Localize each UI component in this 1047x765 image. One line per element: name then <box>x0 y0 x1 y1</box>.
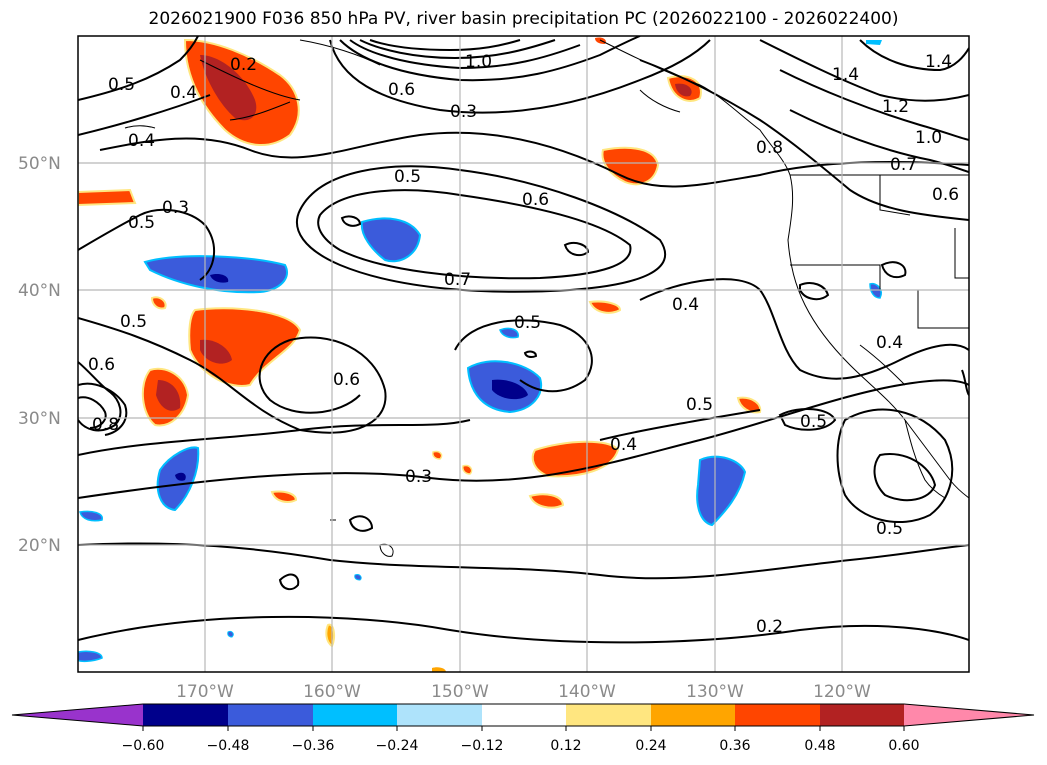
contour-label: 0.5 <box>514 313 541 333</box>
lon-label: 160°W <box>303 682 361 702</box>
lon-label: 120°W <box>813 682 871 702</box>
colorbar-segment <box>482 704 566 726</box>
contour-label: 0.2 <box>756 617 783 637</box>
colorbar-tick-label: 0.12 <box>550 738 581 754</box>
colorbar-tick-label: −0.60 <box>122 738 165 754</box>
graticule <box>78 36 969 672</box>
contour-label: 0.6 <box>88 355 115 375</box>
contour-label: 0.5 <box>876 519 903 539</box>
pv-contours <box>78 36 969 644</box>
colorbar-segment <box>313 704 397 726</box>
colorbar-segment <box>735 704 820 726</box>
colorbar-tick-label: 0.36 <box>719 738 750 754</box>
contour-label: 0.6 <box>333 370 360 390</box>
precip-negative-shading <box>78 40 882 663</box>
contour-label: 0.5 <box>800 412 827 432</box>
colorbar-segment <box>566 704 651 726</box>
lon-label: 170°W <box>176 682 234 702</box>
contour-label: 1.4 <box>832 65 859 85</box>
contour-label: 0.7 <box>890 155 917 175</box>
lat-label: 50°N <box>18 154 61 174</box>
contour-label: 1.2 <box>882 97 909 117</box>
contour-label: 0.7 <box>444 270 471 290</box>
lon-label: 150°W <box>431 682 489 702</box>
lat-label: 40°N <box>18 281 61 301</box>
lat-label: 30°N <box>18 409 61 429</box>
colorbar-tick-label: −0.12 <box>461 738 504 754</box>
contour-label: 1.0 <box>465 52 492 72</box>
colorbar-tick-label: −0.36 <box>292 738 335 754</box>
map-title: 2026021900 F036 850 hPa PV, river basin … <box>148 9 899 29</box>
colorbar-segment <box>143 704 228 726</box>
contour-label: 1.0 <box>915 128 942 148</box>
map-frame <box>77 35 970 673</box>
contour-label: 0.6 <box>932 185 959 205</box>
contour-label: 0.5 <box>394 167 421 187</box>
lon-label: 130°W <box>686 682 744 702</box>
colorbar-segment <box>397 704 482 726</box>
contour-label: 0.4 <box>672 295 699 315</box>
colorbar: −0.60 −0.48 −0.36 −0.24 −0.12 0.12 0.24 … <box>11 703 1035 754</box>
contour-label: 0.8 <box>756 138 783 158</box>
colorbar-segment <box>651 704 735 726</box>
colorbar-tick-label: 0.60 <box>888 738 919 754</box>
colorbar-tick-label: −0.24 <box>376 738 419 754</box>
colorbar-extend-right <box>904 704 1034 726</box>
lon-label: 140°W <box>558 682 616 702</box>
contour-labels: 0.5 0.2 0.4 0.4 0.3 0.5 0.6 0.5 0.3 0.6 … <box>88 52 959 637</box>
contour-label: 0.6 <box>522 190 549 210</box>
contour-label: 0.2 <box>230 55 257 75</box>
colorbar-tick-label: −0.48 <box>207 738 250 754</box>
contour-label: 0.4 <box>610 435 637 455</box>
colorbar-segment <box>228 704 313 726</box>
lat-label: 20°N <box>18 536 61 556</box>
contour-label: 0.5 <box>120 312 147 332</box>
contour-label: 1.4 <box>925 52 952 72</box>
contour-label: 0.4 <box>128 131 155 151</box>
contour-label: 0.5 <box>108 75 135 95</box>
contour-label: 0.5 <box>128 213 155 233</box>
colorbar-tick-label: 0.24 <box>635 738 666 754</box>
contour-label: 0.3 <box>450 102 477 122</box>
colorbar-extend-left <box>12 704 143 726</box>
colorbar-tick-label: 0.48 <box>804 738 835 754</box>
contour-label: 0.3 <box>162 198 189 218</box>
contour-label: 0.8 <box>92 415 119 435</box>
contour-label: 0.5 <box>686 395 713 415</box>
coastlines <box>124 39 969 557</box>
contour-label: 0.4 <box>876 333 903 353</box>
contour-label: 0.4 <box>170 83 197 103</box>
colorbar-segment <box>820 704 904 726</box>
longitude-labels: 170°W 160°W 150°W 140°W 130°W 120°W <box>176 682 871 702</box>
latitude-labels: 50°N 40°N 30°N 20°N <box>18 154 61 556</box>
contour-label: 0.6 <box>388 80 415 100</box>
contour-label: 0.3 <box>405 467 432 487</box>
